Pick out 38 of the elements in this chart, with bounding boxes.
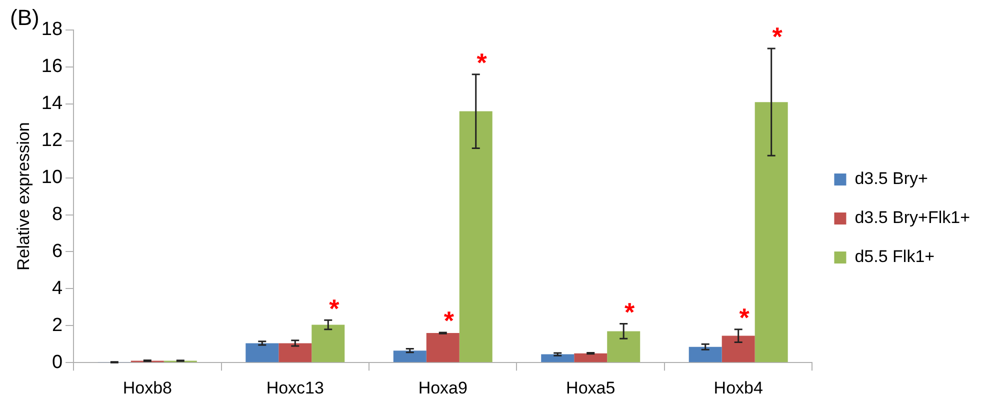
data-label: * bbox=[624, 296, 636, 327]
legend-label: d3.5 Bry+Flk1+ bbox=[854, 208, 970, 228]
bar bbox=[278, 343, 312, 362]
data-label: * bbox=[476, 48, 488, 78]
bar bbox=[754, 102, 788, 362]
y-tick-label: 14 bbox=[41, 93, 63, 114]
x-tick-label: Hoxc13 bbox=[266, 378, 324, 398]
y-tick-label: 8 bbox=[52, 204, 63, 226]
data-label: * bbox=[444, 306, 455, 336]
bar bbox=[246, 343, 279, 362]
x-tick-label: Hoxb4 bbox=[714, 378, 763, 398]
bar bbox=[607, 331, 640, 362]
legend-label: d3.5 Bry+ bbox=[854, 169, 928, 188]
data-label: * bbox=[772, 22, 784, 52]
x-tick-label: Hoxb8 bbox=[122, 378, 172, 398]
bar bbox=[459, 111, 492, 362]
bar bbox=[688, 346, 722, 362]
y-tick-label: 0 bbox=[52, 352, 63, 373]
bar bbox=[312, 324, 345, 362]
bar bbox=[722, 336, 755, 362]
bar bbox=[426, 333, 460, 362]
data-label: * bbox=[329, 293, 340, 324]
y-tick-label: 6 bbox=[52, 240, 63, 262]
y-tick-label: 2 bbox=[52, 314, 63, 336]
y-tick-label: 18 bbox=[41, 19, 63, 40]
bar bbox=[541, 354, 574, 362]
x-tick-label: Hoxa5 bbox=[566, 378, 616, 398]
y-tick-label: 4 bbox=[52, 278, 63, 299]
y-tick-label: 16 bbox=[41, 56, 63, 78]
y-tick-label: 10 bbox=[41, 167, 63, 188]
legend-label: d5.5 Flk1+ bbox=[854, 247, 935, 266]
y-axis-title: Relative expression bbox=[14, 122, 33, 270]
text: (B) bbox=[10, 5, 40, 30]
bar bbox=[574, 353, 608, 362]
y-tick-label: 12 bbox=[41, 130, 63, 152]
data-label: * bbox=[739, 302, 750, 333]
bar bbox=[393, 350, 426, 362]
x-tick-label: Hoxa9 bbox=[418, 378, 468, 398]
